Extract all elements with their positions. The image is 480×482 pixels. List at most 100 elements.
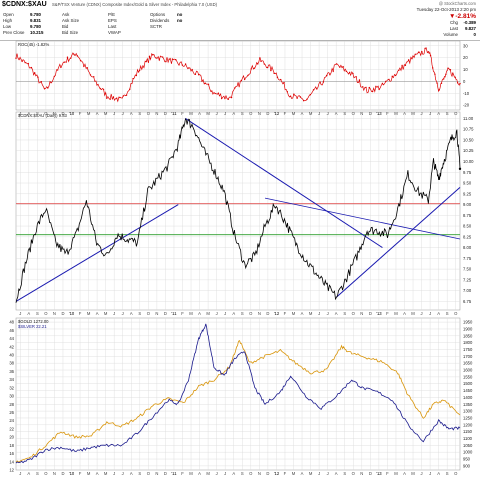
x-tick-label: M (394, 311, 398, 316)
quote-mid3-value: no (177, 18, 183, 23)
roc-point (227, 98, 229, 101)
silver-tick-label: 12 (9, 468, 14, 473)
y-tick-label: 9.00 (463, 202, 472, 207)
roc-point (24, 61, 26, 64)
x-tick-label: F (284, 111, 287, 116)
roc-point (234, 87, 236, 89)
x-tick-label: J (216, 111, 218, 116)
x-tick-label: N (258, 311, 261, 316)
roc-point (122, 95, 124, 97)
x-tick-label: O (147, 311, 151, 316)
roc-point (358, 79, 361, 81)
x-tick-label: '11 (171, 111, 177, 116)
silver-tick-label: 44 (9, 336, 14, 341)
quote-value: 9.780 (30, 24, 41, 29)
roc-point (348, 71, 351, 74)
x-tick-label: M (394, 111, 398, 116)
x-tick-label: J (224, 111, 226, 116)
roc-point (135, 74, 138, 77)
x-tick-label: O (44, 111, 48, 116)
silver-tick-label: 24 (9, 418, 14, 423)
roc-point (171, 58, 174, 60)
x-tick-label: D (369, 471, 372, 476)
quote-right-label: Chg (449, 20, 458, 25)
roc-point (27, 62, 29, 65)
x-tick-label: '12 (274, 471, 280, 476)
x-tick-label: M (411, 111, 415, 116)
y-tick-label: 1000 (463, 450, 473, 455)
roc-point (207, 83, 210, 86)
x-tick-label: S (343, 311, 346, 316)
roc-point (86, 67, 88, 69)
y-tick-label: 1300 (463, 409, 473, 414)
quote-mid2-label: P/E (108, 12, 116, 17)
y-tick-label: 1850 (463, 333, 473, 338)
x-tick-label: M (411, 471, 415, 476)
roc-point (60, 66, 62, 69)
x-tick-label: F (79, 111, 82, 116)
roc-point (47, 87, 49, 89)
y-tick-label: 1900 (463, 326, 473, 331)
x-tick-label: N (258, 471, 261, 476)
y-tick-label: 10.00 (463, 159, 474, 164)
y-tick-label: 20 (463, 55, 468, 60)
roc-point (184, 63, 187, 65)
x-tick-label: A (96, 311, 99, 316)
x-tick-label: N (155, 311, 158, 316)
roc-point (417, 51, 420, 53)
percent-change-value: -2.81% (455, 13, 476, 20)
x-tick-label: A (198, 471, 201, 476)
x-tick-label: A (96, 111, 99, 116)
y-tick-label: 1700 (463, 354, 473, 359)
roc-point (18, 58, 20, 61)
y-tick-label: 9.75 (463, 170, 472, 175)
silver-tick-label: 38 (9, 361, 14, 366)
panel-title: $CDNX:$XAU (Daily) 9.83 (18, 113, 68, 118)
y-tick-label: 1750 (463, 347, 473, 352)
roc-point (191, 68, 193, 71)
roc-point (362, 86, 364, 88)
x-tick-label: N (258, 111, 261, 116)
roc-point (240, 79, 243, 82)
roc-point (445, 73, 447, 76)
roc-point (142, 65, 144, 67)
roc-point (280, 78, 282, 81)
x-tick-label: J (19, 471, 21, 476)
y-tick-label: -20 (463, 103, 470, 108)
x-tick-label: A (403, 471, 406, 476)
roc-point (266, 66, 269, 69)
y-tick-label: 10.75 (463, 127, 474, 132)
x-tick-label: '12 (274, 311, 280, 316)
x-tick-label: D (61, 311, 64, 316)
x-tick-label: J (429, 111, 431, 116)
y-tick-label: 1500 (463, 381, 473, 386)
y-tick-label: 1800 (463, 340, 473, 345)
silver-tick-label: 20 (9, 435, 14, 440)
roc-point (178, 64, 180, 66)
x-tick-label: O (249, 311, 253, 316)
ratio-last-point (458, 167, 462, 171)
x-tick-label: O (44, 311, 48, 316)
x-tick-label: O (352, 111, 356, 116)
roc-point (112, 96, 115, 98)
quote-label: Open (3, 12, 14, 17)
quote-mid-label: Ask Size (62, 18, 80, 23)
roc-point (70, 57, 72, 59)
quote-mid3-label: Options (150, 12, 166, 17)
roc-point (375, 85, 377, 88)
roc-point (459, 82, 461, 85)
x-tick-label: D (164, 311, 167, 316)
y-tick-label: 30 (463, 43, 468, 48)
roc-point (63, 61, 65, 63)
roc-point (211, 90, 213, 92)
roc-point (438, 89, 440, 91)
trend-line (15, 204, 179, 302)
x-tick-label: S (241, 471, 244, 476)
roc-point (165, 60, 167, 63)
x-tick-label: N (53, 311, 56, 316)
x-tick-label: O (147, 111, 151, 116)
percent-change: ▼-2.81% (449, 13, 476, 20)
x-tick-label: A (232, 111, 235, 116)
x-tick-label: J (224, 471, 226, 476)
quote-value: 9.780 (30, 12, 41, 17)
